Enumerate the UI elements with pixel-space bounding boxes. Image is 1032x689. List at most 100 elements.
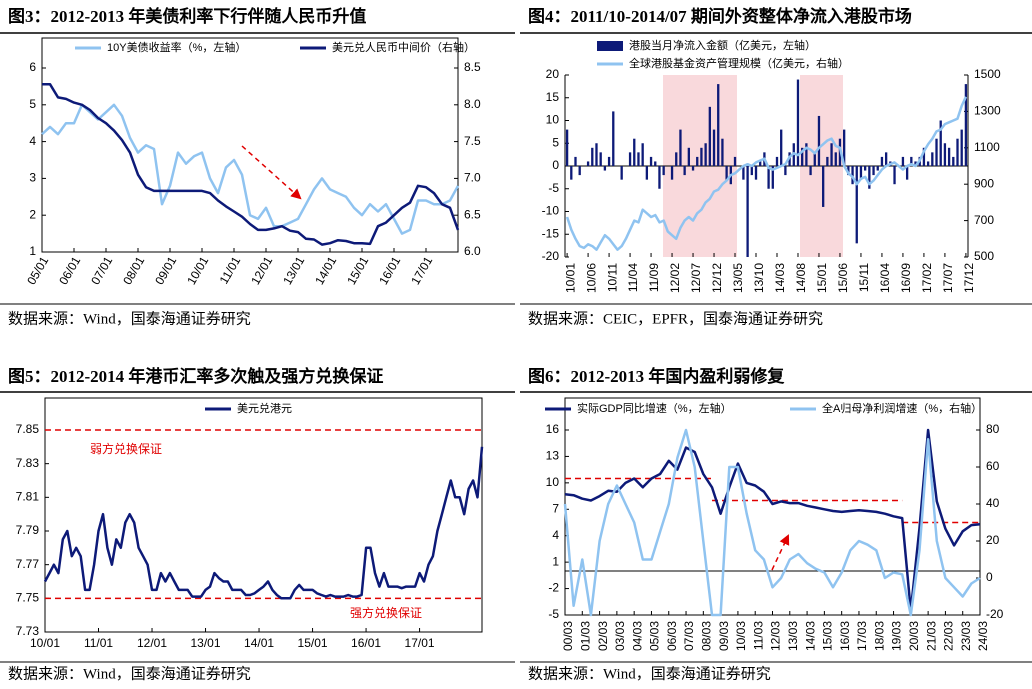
y2-tick-label: 6.5 — [464, 207, 481, 221]
y-tick-label: 7.79 — [16, 523, 40, 537]
bar — [712, 129, 716, 166]
y2-tick-label: 1100 — [974, 140, 1000, 154]
y-tick-label: 1 — [552, 554, 559, 568]
bar — [733, 156, 737, 166]
y-tick-label: 2 — [29, 207, 36, 221]
bar — [947, 147, 951, 166]
bar — [851, 166, 854, 185]
y-tick-label: 7.81 — [16, 490, 40, 504]
bar — [691, 166, 695, 171]
series-line — [43, 446, 484, 600]
bar — [633, 138, 636, 166]
bar — [796, 79, 800, 166]
bar — [780, 129, 783, 166]
bar — [570, 166, 573, 180]
legend-label: 美元兑港元 — [237, 401, 292, 415]
x-tick-label: 23/03 — [959, 621, 973, 651]
reference-label: 弱方兑换保证 — [90, 441, 162, 456]
legend-label: 实际GDP同比增速（%，左轴） — [577, 401, 732, 415]
bar — [775, 156, 779, 166]
bar — [863, 166, 867, 171]
bar — [855, 166, 858, 244]
bar — [964, 84, 968, 166]
y2-tick-label: 1500 — [974, 67, 1001, 81]
bar — [578, 166, 581, 176]
bar — [654, 161, 657, 166]
y2-tick-label: 900 — [974, 176, 994, 190]
x-tick-label: 14/01 — [244, 636, 274, 650]
x-tick-label: 12/07 — [689, 263, 703, 293]
x-tick-label: 13/05 — [731, 263, 745, 293]
bar — [595, 143, 598, 166]
bar — [817, 115, 821, 166]
bar — [649, 156, 653, 166]
y-tick-label: -2 — [548, 581, 559, 595]
y-tick-label: 7.83 — [16, 456, 40, 470]
x-tick-label: 12/01 — [137, 636, 167, 650]
bar — [922, 147, 926, 166]
bar — [801, 147, 804, 166]
x-tick-label: 12/03 — [769, 621, 783, 651]
bar — [859, 166, 863, 180]
bar — [679, 129, 682, 166]
x-tick-label: 11/03 — [751, 621, 765, 650]
bar — [717, 84, 720, 166]
x-tick-label: 09/01 — [152, 254, 179, 287]
x-tick-label: 11/09 — [647, 263, 661, 292]
x-tick-label: 07/01 — [88, 254, 115, 287]
bar — [956, 138, 959, 166]
bar — [843, 129, 846, 166]
x-tick-label: 17/01 — [405, 636, 435, 650]
x-tick-label: 10/11 — [605, 263, 619, 292]
bar — [826, 156, 829, 166]
x-tick-label: 07/03 — [682, 621, 696, 651]
y2-tick-label: 8.0 — [464, 97, 481, 111]
source-note: 数据来源：CEIC，EPFR，国泰海通证券研究 — [528, 310, 823, 327]
x-tick-label: 06/03 — [665, 621, 679, 651]
bar — [935, 138, 938, 166]
y-tick-label: -5 — [548, 607, 559, 621]
bar — [574, 156, 577, 166]
bar — [662, 166, 665, 176]
bar — [742, 166, 745, 180]
x-tick-label: 10/03 — [734, 621, 748, 651]
x-tick-label: 01/03 — [578, 621, 592, 651]
x-tick-label: 12/12 — [710, 263, 724, 293]
x-tick-label: 17/12 — [962, 263, 976, 293]
x-tick-label: 16/01 — [376, 254, 403, 287]
y-tick-label: 10 — [546, 113, 560, 127]
y2-tick-label: 7.0 — [464, 171, 481, 185]
bar — [847, 166, 850, 176]
bar — [620, 166, 623, 180]
y2-tick-label: -20 — [986, 607, 1004, 621]
series-line — [41, 103, 460, 235]
x-tick-label: 04/03 — [630, 621, 644, 651]
annotation-arrow — [771, 534, 790, 571]
y-tick-label: 16 — [546, 422, 560, 436]
x-tick-label: 13/10 — [752, 263, 766, 293]
x-tick-label: 21/03 — [924, 621, 938, 651]
x-tick-label: 10/06 — [584, 263, 598, 293]
bar — [759, 161, 762, 166]
x-tick-label: 14/03 — [803, 621, 817, 651]
bar — [746, 166, 749, 257]
y2-tick-label: 0 — [986, 570, 993, 584]
bar — [872, 166, 875, 176]
y2-tick-label: 500 — [974, 249, 994, 263]
y2-tick-label: 60 — [986, 459, 1000, 473]
y-tick-label: 4 — [552, 528, 559, 542]
legend-swatch — [597, 41, 623, 51]
x-tick-label: 15/11 — [857, 263, 871, 292]
x-tick-label: 17/07 — [941, 263, 955, 293]
bar — [687, 147, 690, 166]
bar — [771, 166, 774, 189]
x-tick-label: 10/01 — [30, 636, 60, 650]
bar — [822, 166, 825, 207]
x-tick-label: 15/03 — [821, 621, 835, 651]
x-tick-label: 15/06 — [836, 263, 850, 293]
bar — [884, 152, 888, 166]
x-tick-label: 14/08 — [794, 263, 808, 293]
chart-title: 图5：2012-2014 年港币汇率多次触及强方兑换保证 — [8, 366, 383, 386]
legend-label: 10Y美债收益率（%，左轴） — [107, 40, 246, 54]
